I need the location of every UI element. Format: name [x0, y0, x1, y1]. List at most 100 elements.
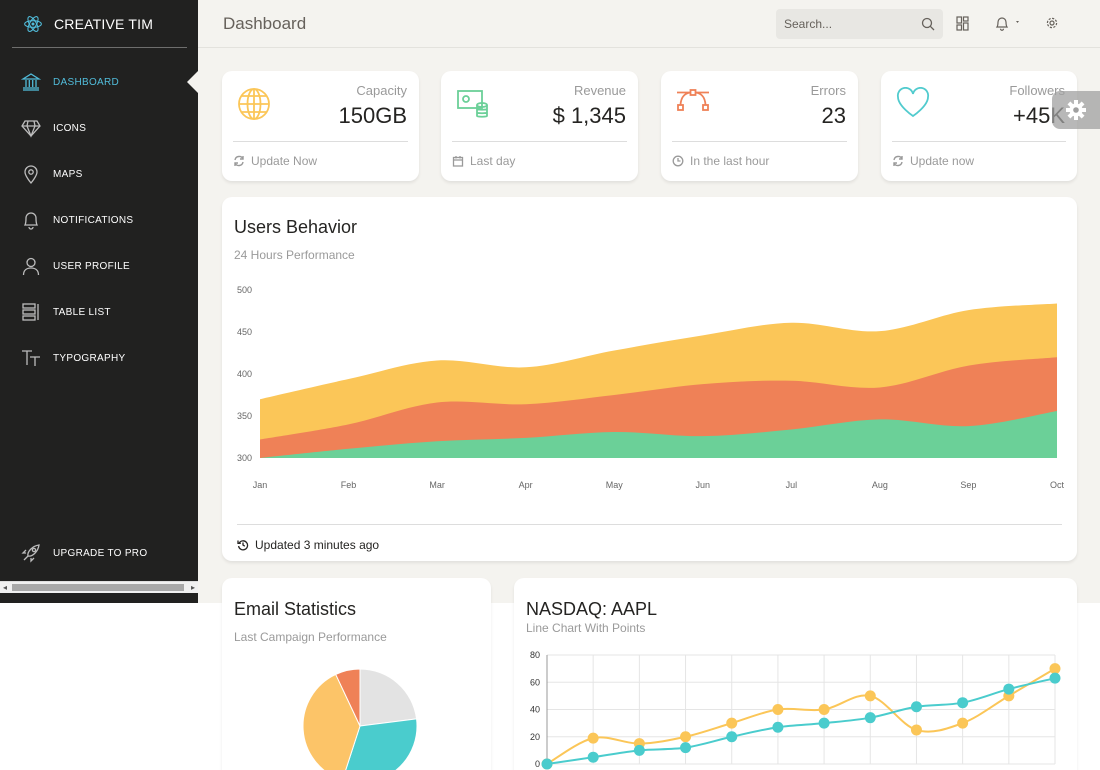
scrollbar-thumb[interactable]	[12, 584, 184, 591]
stat-footer[interactable]: In the last hour	[672, 154, 769, 168]
data-point	[726, 731, 738, 743]
sidebar-item-notifications[interactable]: NOTIFICATIONS	[0, 197, 198, 243]
sidebar-item-dashboard[interactable]: DASHBOARD	[0, 59, 198, 105]
vector-path-icon	[676, 87, 710, 122]
stat-value: 150GB	[338, 103, 408, 128]
money-icon	[456, 87, 490, 126]
upgrade-to-pro-link[interactable]: UPGRADE TO PRO	[0, 530, 198, 576]
x-tick-label: Apr	[519, 480, 533, 490]
brand[interactable]: CREATIVE TIM	[12, 0, 187, 48]
users-behavior-card: Users Behavior 24 Hours Performance 300 3…	[222, 197, 1077, 561]
stat-card-followers: Followers +45K Update now	[881, 71, 1077, 181]
user-icon	[20, 255, 42, 277]
stat-footer[interactable]: Update Now	[233, 154, 317, 168]
data-point	[957, 697, 969, 709]
data-point	[864, 712, 876, 724]
sidebar-item-label: ICONS	[53, 122, 87, 134]
table-icon	[20, 301, 42, 323]
data-point	[772, 721, 784, 733]
heart-icon	[896, 86, 930, 124]
x-tick-label: Mar	[429, 480, 445, 490]
stat-footer[interactable]: Update now	[892, 154, 974, 168]
settings-gear-icon[interactable]	[1045, 16, 1059, 35]
email-statistics-pie	[302, 668, 418, 770]
x-tick-label: Oct	[1050, 480, 1065, 490]
divider	[892, 141, 1066, 142]
nasdaq-line-chart: 0 20 40 60 80	[530, 650, 1061, 770]
sidebar-item-icons[interactable]: ICONS	[0, 105, 198, 151]
layout-grid-icon[interactable]	[956, 16, 969, 36]
stat-category: Errors	[810, 83, 846, 98]
diamond-icon	[20, 117, 42, 139]
stat-footer-text: In the last hour	[690, 154, 770, 168]
search-box	[776, 9, 943, 39]
sidebar: CREATIVE TIM DASHBOARD ICONS	[0, 0, 198, 603]
sidebar-item-user-profile[interactable]: USER PROFILE	[0, 243, 198, 289]
sidebar-item-typography[interactable]: TYPOGRAPHY	[0, 335, 198, 381]
data-point	[772, 704, 784, 715]
data-point	[587, 751, 599, 763]
sidebar-item-table-list[interactable]: TABLE LIST	[0, 289, 198, 335]
sidebar-item-label: DASHBOARD	[53, 76, 120, 88]
stat-footer-text: Last day	[470, 154, 516, 168]
page-title: Dashboard	[223, 14, 307, 33]
rocket-icon	[20, 542, 42, 564]
clock-icon	[672, 155, 684, 167]
scroll-right-icon[interactable]: ▸	[190, 583, 195, 592]
chart-footer-text: Updated 3 minutes ago	[255, 538, 380, 552]
data-point	[864, 690, 876, 702]
stat-footer-text: Update Now	[251, 154, 318, 168]
x-tick-label: Jun	[696, 480, 711, 490]
stat-category: Revenue	[573, 83, 626, 98]
pie-slice-0	[359, 668, 418, 727]
data-point	[1049, 663, 1061, 675]
stat-value: $ 1,345	[552, 103, 626, 128]
divider	[672, 141, 847, 142]
x-tick-label: Jul	[786, 480, 798, 490]
y-tick-label: 400	[237, 369, 252, 379]
main-panel: Dashboard Capacity 150GB Update Now	[198, 0, 1100, 603]
pin-icon	[20, 163, 42, 185]
bell-icon	[20, 209, 42, 231]
stat-footer-text: Update now	[910, 154, 975, 168]
sidebar-horizontal-scrollbar[interactable]: ◂ ▸	[0, 581, 198, 593]
data-point	[910, 724, 922, 736]
stat-card-capacity: Capacity 150GB Update Now	[222, 71, 419, 181]
sidebar-item-label: TYPOGRAPHY	[53, 352, 126, 364]
sidebar-item-maps[interactable]: MAPS	[0, 151, 198, 197]
globe-icon	[237, 87, 271, 126]
scroll-left-icon[interactable]: ◂	[3, 583, 8, 592]
pie-slice-2	[302, 673, 361, 770]
search-icon[interactable]	[921, 17, 935, 36]
top-navbar: Dashboard	[198, 0, 1100, 48]
stat-footer[interactable]: Last day	[452, 154, 515, 168]
x-tick-label: Jan	[253, 480, 268, 490]
notifications-bell-icon[interactable]	[995, 16, 1023, 36]
search-input[interactable]	[776, 17, 906, 31]
y-tick-label: 300	[237, 453, 252, 463]
data-point	[680, 742, 692, 754]
card-subtitle: 24 Hours Performance	[234, 248, 355, 262]
gear-icon	[1066, 100, 1086, 120]
users-behavior-chart: 300 350 400 450 500 Jan Feb Mar Apr May Jun Jul Aug S…	[237, 285, 1065, 490]
upgrade-label: UPGRADE TO PRO	[53, 547, 148, 559]
brand-name: CREATIVE TIM	[54, 15, 154, 32]
chart-footer: Updated 3 minutes ago	[237, 538, 379, 552]
divider	[452, 141, 627, 142]
divider	[237, 524, 1062, 525]
card-title: Users Behavior	[234, 217, 358, 237]
sidebar-nav: DASHBOARD ICONS MAPS NO	[0, 59, 198, 381]
y-tick-label: 350	[237, 411, 252, 421]
x-tick-label: Feb	[341, 480, 357, 490]
area-series-2	[260, 410, 1057, 458]
line-series-0	[546, 667, 1056, 765]
data-point	[1003, 683, 1015, 695]
x-tick-label: May	[606, 480, 624, 490]
data-point	[818, 717, 830, 729]
line-series-1	[546, 677, 1056, 765]
card-title: NASDAQ: AAPL	[526, 599, 658, 619]
fixed-plugin-settings[interactable]	[1052, 91, 1100, 129]
react-logo-icon	[16, 0, 50, 48]
x-tick-label: Sep	[960, 480, 976, 490]
card-title: Email Statistics	[234, 599, 357, 619]
